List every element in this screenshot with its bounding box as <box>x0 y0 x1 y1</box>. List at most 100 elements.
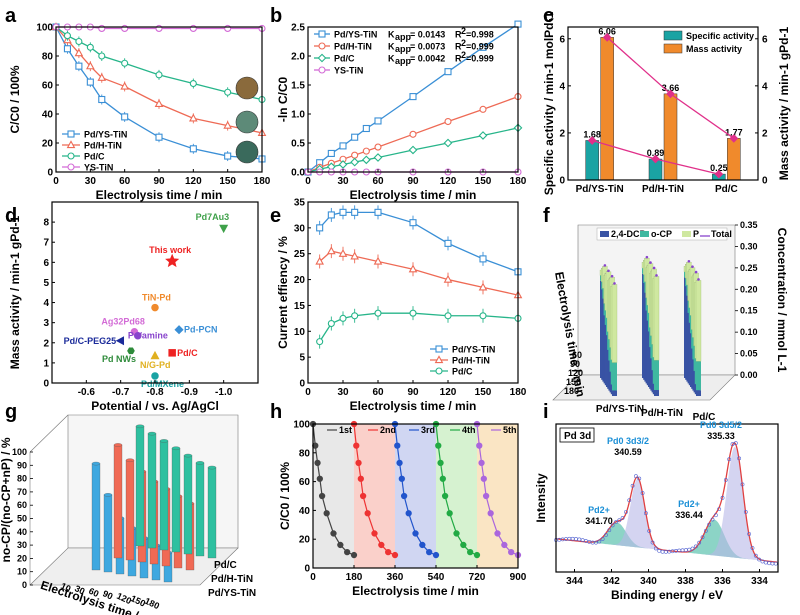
y-tick-label: 35 <box>294 198 306 209</box>
y-axis-label: C/C0 / 100% <box>278 462 292 530</box>
y-tick-label: 3 <box>43 318 49 329</box>
data-point <box>361 155 371 165</box>
series-line-Pd/C <box>55 26 263 101</box>
y-tick-label: 15 <box>294 301 306 312</box>
peak-value: 340.59 <box>614 447 642 457</box>
bar-value-label: 0.89 <box>647 148 665 158</box>
peak-value: 335.33 <box>707 431 735 441</box>
data-point <box>444 68 452 76</box>
trend-marker <box>714 169 724 179</box>
raw-data-point <box>697 540 702 545</box>
x-tick-label: 344 <box>566 576 583 587</box>
y-tick-label: 6 <box>559 34 565 45</box>
time-tick-label: 90 <box>101 588 114 601</box>
scatter-point <box>151 303 159 312</box>
scatter-point <box>219 224 229 234</box>
data-point <box>371 530 378 537</box>
total-marker <box>691 265 694 268</box>
x-axis-label: Potential / vs. Ag/AgCl <box>91 399 219 413</box>
time-tick-label: 180 <box>143 596 161 611</box>
y-tick-label: 20 <box>42 139 54 150</box>
raw-data-point <box>757 557 762 562</box>
data-point <box>75 62 83 70</box>
raw-data-point <box>723 478 728 482</box>
panel-f: 0.00 0.05 0.10 0.15 0.20 0.25 0.30 0.35 Concentr… <box>552 220 789 423</box>
legend-marker <box>317 53 327 63</box>
data-point <box>327 319 335 328</box>
raw-data-point <box>580 538 585 543</box>
bar-cap <box>183 453 193 458</box>
y-tick-label: 20 <box>299 535 311 546</box>
z-axis-label: no-CP/(no-CP+nP) / % <box>0 437 13 562</box>
data-point <box>339 142 347 150</box>
raw-data-point <box>743 510 748 514</box>
x-tick-label: 342 <box>603 576 620 587</box>
y-tick-label: 2 <box>559 128 565 139</box>
scatter-point <box>168 349 176 357</box>
panel-c: 1.68 6.06 Pd/YS-TiN 0.89 3.66 Pd/H-TiN 0.25 1.7… <box>542 11 791 195</box>
bar <box>147 433 157 549</box>
z-tick-label: 0.00 <box>740 370 758 380</box>
x-axis-label: Binding energy / eV <box>611 588 723 602</box>
raw-data-point <box>637 476 642 481</box>
data-point <box>359 492 367 500</box>
bar <box>171 448 181 553</box>
x-tick-label: 340 <box>640 576 657 587</box>
data-point <box>338 160 348 169</box>
scatter-point <box>151 372 159 380</box>
legend-marker <box>66 140 76 149</box>
panel-title: Pd 3d <box>564 431 591 442</box>
legend-marker <box>318 30 326 38</box>
bar <box>727 138 741 181</box>
kapp-sub: app <box>395 32 412 42</box>
x-tick-label: 60 <box>119 176 131 187</box>
raw-data-point <box>647 529 652 533</box>
data-point <box>467 549 474 556</box>
y-tick-label: 5 <box>299 353 305 364</box>
data-point <box>121 59 129 67</box>
data-point <box>405 510 412 517</box>
raw-data-point <box>657 549 662 553</box>
data-point <box>323 510 330 517</box>
time-tick-label: 60 <box>87 586 100 599</box>
legend-label: YS-TiN <box>334 66 363 76</box>
z-tick-label: 0 <box>22 580 27 590</box>
bar-value-label: 1.77 <box>725 127 743 137</box>
data-point <box>501 541 508 549</box>
data-point <box>408 264 418 273</box>
data-point <box>120 81 129 90</box>
series-line-Pd/H-TiN <box>55 26 263 134</box>
legend-swatch <box>640 231 649 237</box>
point-label: Pd NWs <box>102 354 136 364</box>
data-point <box>487 510 494 517</box>
bar <box>135 426 145 547</box>
x-axis-label: Electrolysis time / min <box>96 188 223 202</box>
z-tick-label: 80 <box>17 474 27 484</box>
data-point <box>444 239 452 247</box>
kapp-sub: app <box>395 56 412 66</box>
data-point <box>400 492 408 500</box>
raw-data-point <box>713 513 718 518</box>
bar-segment-dcp <box>654 390 659 396</box>
data-point <box>357 475 364 482</box>
y-axis-label: Mass activity / min-1 gPd-1 <box>8 215 22 369</box>
data-point <box>446 510 453 517</box>
data-point <box>155 24 163 33</box>
data-point <box>482 492 490 500</box>
kapp-value: = 0.0073 <box>410 42 445 52</box>
y-tick-label: 0.0 <box>291 168 305 179</box>
z-tick-label: 0.10 <box>740 327 758 337</box>
total-marker <box>655 274 658 277</box>
r2-value: =0.999 <box>466 54 494 64</box>
z-tick-label: 60 <box>17 500 27 510</box>
z-tick-label: 0.15 <box>740 306 758 316</box>
cycle-line <box>353 423 396 556</box>
raw-data-point <box>753 553 758 558</box>
category-label: Pd/YS-TiN <box>208 588 256 599</box>
data-point <box>374 208 382 216</box>
panel-h: 1st 2nd 3rd 4th 5th 0 180 360 540 720 900 Electroly… <box>278 420 527 599</box>
time-tick-label: 150 <box>566 377 581 387</box>
legend-box <box>596 227 728 241</box>
x-tick-label: Pd/H-TiN <box>642 184 684 195</box>
